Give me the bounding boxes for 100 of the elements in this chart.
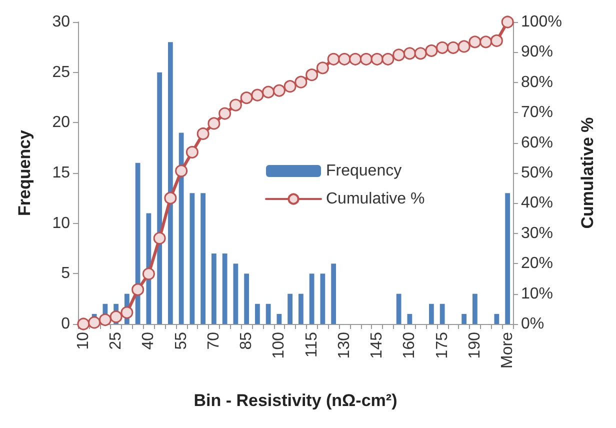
y2-tick-label: 90% [521,44,554,61]
bar [505,193,510,324]
point [153,232,166,244]
y-tick-label: 30 [52,14,70,30]
point [251,88,264,102]
bar [288,294,293,324]
legend-label: Cumulative % [326,190,425,208]
bar [407,314,412,324]
point [425,44,438,57]
point [414,47,427,60]
point [208,117,220,130]
point [120,306,134,319]
point [284,80,296,93]
point [316,62,329,74]
x-tick-label: 130 [336,332,353,359]
point [218,107,232,120]
point [110,310,122,323]
x-tick-label: More [499,332,516,368]
y2-tick-label: 60% [521,134,554,152]
x-tick-label: 40 [140,332,158,350]
y-tick-label: 0 [61,316,70,332]
point [501,16,514,28]
bar [320,274,326,324]
bar [276,314,282,324]
y-axis-title: Frequency [15,129,34,216]
bar [222,254,228,324]
x-tick-label: 100 [270,332,288,359]
y2-tick-label: 100% [521,14,562,30]
y2-tick-label: 30% [521,224,554,242]
point [349,52,362,66]
y-tick-label: 5 [61,265,70,282]
point [306,68,318,82]
bar [472,294,478,324]
bar [298,294,304,324]
point [294,76,308,88]
x-tick-label: 160 [401,332,418,359]
point [240,92,253,104]
point [142,268,155,280]
point [480,36,492,48]
x-tick-label: 55 [172,332,190,350]
point [98,314,112,326]
bar [309,274,314,324]
bar [211,254,216,324]
x-tick-label: 25 [108,332,125,350]
bar [178,132,184,324]
point [77,318,90,330]
point [446,41,460,54]
bar [396,294,402,324]
point [327,52,340,66]
x-tick-label: 85 [238,332,256,350]
x-tick-label: 190 [466,332,484,359]
y2-axis-title: Cumulative % [578,117,597,229]
point [272,84,286,97]
bar [331,264,336,324]
bar [200,193,206,324]
bar [254,304,260,324]
point [88,316,101,329]
bar [440,304,445,324]
point [132,283,144,296]
bar [135,162,140,324]
y2-tick-label: 70% [521,104,554,122]
point [229,98,242,112]
point [468,36,482,48]
y-tick-label: 15 [52,164,70,182]
point [392,48,406,62]
x-tick-label: 10 [74,332,92,350]
y-tick-label: 10 [52,214,70,232]
x-tick-label: 145 [368,332,386,359]
bar [428,304,434,324]
point [370,52,384,66]
bar [244,274,250,324]
point [262,86,275,98]
y2-tick-label: 10% [521,285,554,302]
point [458,40,470,53]
x-tick-label: 70 [205,332,222,350]
point [490,34,503,47]
bar [266,304,271,324]
y2-tick-label: 40% [521,194,554,212]
point [338,52,351,66]
y2-tick-label: 0% [521,316,544,332]
x-axis-title: Bin - Resistivity (nΩ-cm²) [194,391,398,410]
y2-tick-label: 80% [521,74,554,91]
bar [462,314,467,324]
point [382,52,394,66]
point [164,192,177,204]
bar [190,193,195,324]
point [175,164,188,178]
y2-tick-label: 20% [521,255,554,272]
y2-tick-label: 50% [521,164,554,182]
point [403,47,416,60]
bar [168,42,173,324]
x-tick-label: 175 [434,332,451,359]
point [360,52,372,66]
y-tick-label: 20 [52,114,70,132]
legend-label: Frequency [326,162,402,180]
bar [233,264,238,324]
y-tick-label: 25 [52,64,70,81]
point [196,127,210,140]
x-tick-label: 115 [303,332,320,358]
point [186,146,198,158]
